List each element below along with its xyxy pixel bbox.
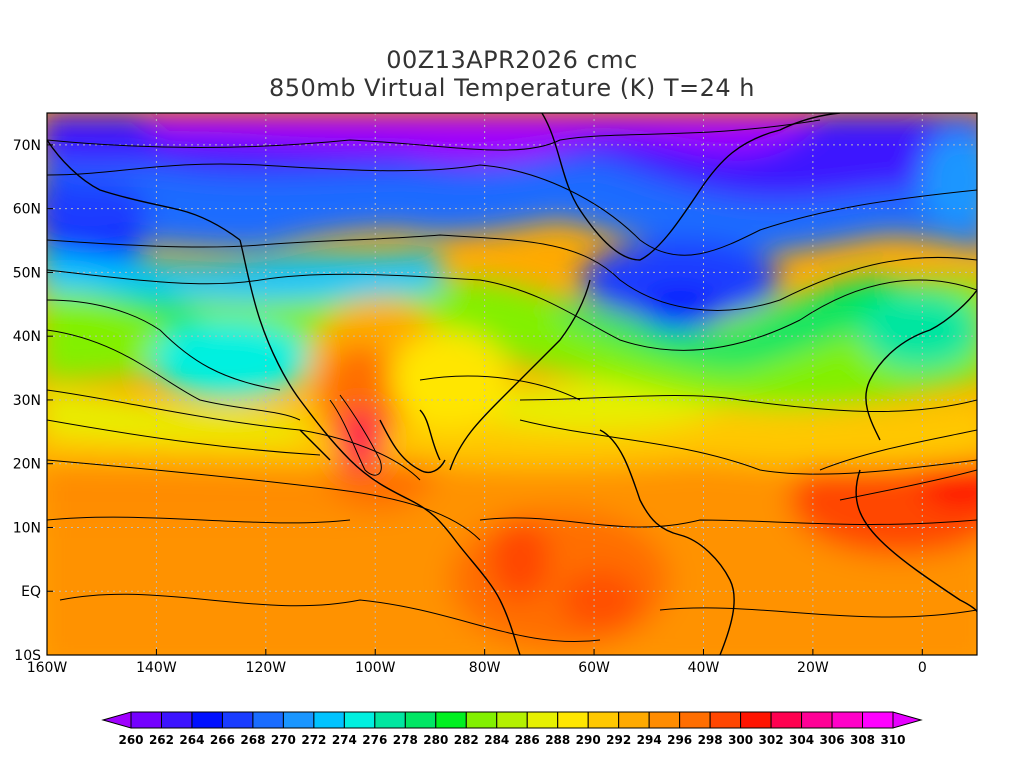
colorbar-level-label: 276 [362, 733, 387, 747]
temperature-field [47, 113, 977, 655]
colorbar-level-label: 280 [423, 733, 448, 747]
colorbar-level-label: 294 [637, 733, 662, 747]
colorbar-level-label: 264 [179, 733, 204, 747]
lon-tick-label: 60W [578, 660, 610, 676]
colorbar-level-label: 306 [820, 733, 845, 747]
colorbar-level-label: 262 [149, 733, 174, 747]
lon-tick-label: 100W [355, 660, 396, 676]
colorbar-level-label: 308 [850, 733, 875, 747]
colorbar-level-label: 270 [271, 733, 296, 747]
map-title-product: 850mb Virtual Temperature (K) T=24 h [269, 74, 755, 102]
colorbar-swatch [252, 711, 284, 729]
colorbar-level-label: 300 [728, 733, 753, 747]
colorbar-swatch [160, 711, 193, 729]
colorbar-swatch [740, 711, 772, 729]
graticule [47, 113, 977, 655]
map-frame [46, 112, 978, 656]
colorbar-level-label: 304 [789, 733, 814, 747]
colorbar-level-label: 274 [332, 733, 357, 747]
map-title-run: 00Z13APR2026 cmc [386, 46, 638, 74]
colorbar-level-label: 282 [454, 733, 479, 747]
colorbar-swatch [862, 711, 894, 729]
lon-tick-label: 140W [136, 660, 177, 676]
colorbar-level-label: 290 [576, 733, 601, 747]
lon-tick-label: 40W [688, 660, 720, 676]
colorbar-swatch [709, 711, 742, 729]
colorbar-level-label: 268 [240, 733, 265, 747]
colorbar-swatch [557, 711, 589, 729]
colorbar-swatch [770, 711, 803, 729]
colorbar-level-label: 286 [515, 733, 540, 747]
colorbar-level-label: 260 [118, 733, 143, 747]
colorbar: 260 262 264 266 268 270 272 274 276 278 280 282 284 2… [101, 711, 923, 747]
colorbar-swatch [404, 711, 437, 729]
lon-tick-label: 20W [797, 660, 829, 676]
longitude-axis: 160W 140W 120W 100W 80W 60W 40W 20W 0 [27, 649, 927, 676]
colorbar-swatch [221, 711, 254, 729]
colorbar-swatch [343, 711, 376, 729]
colorbar-level-label: 288 [545, 733, 570, 747]
latitude-axis: 70N 60N 50N 40N 30N 20N 10N EQ 10S [13, 138, 53, 664]
colorbar-swatch [496, 711, 528, 729]
colorbar-swatch [191, 711, 223, 729]
lat-tick-label: 20N [13, 457, 41, 473]
contour-lines [47, 119, 977, 643]
colorbar-max-arrow [892, 711, 923, 729]
lat-tick-label: 50N [13, 265, 41, 281]
lat-tick-label: 30N [13, 393, 41, 409]
colorbar-swatch [313, 711, 345, 729]
coastlines [47, 113, 977, 655]
colorbar-level-label: 298 [698, 733, 723, 747]
colorbar-swatch [435, 711, 467, 729]
lat-tick-label: 40N [13, 329, 41, 345]
colorbar-swatch [648, 711, 681, 729]
colorbar-swatch [587, 711, 620, 729]
colorbar-swatch [374, 711, 406, 729]
lat-tick-label: 10N [13, 520, 41, 536]
colorbar-swatch [831, 711, 864, 729]
colorbar-swatch [801, 711, 833, 729]
colorbar-level-label: 272 [301, 733, 326, 747]
colorbar-swatch [618, 711, 650, 729]
lon-tick-label: 160W [27, 660, 68, 676]
colorbar-swatch [526, 711, 559, 729]
colorbar-level-label: 278 [393, 733, 418, 747]
colorbar-swatch [130, 711, 162, 729]
lat-tick-label: 10S [14, 648, 41, 664]
lon-tick-label: 80W [469, 660, 501, 676]
lat-tick-label: 70N [13, 138, 41, 154]
colorbar-swatch [679, 711, 711, 729]
lat-tick-label: 60N [13, 202, 41, 218]
colorbar-level-label: 292 [606, 733, 631, 747]
lat-tick-label: EQ [21, 584, 41, 600]
lon-tick-label: 120W [246, 660, 287, 676]
lon-tick-label: 0 [918, 660, 927, 676]
colorbar-level-label: 296 [667, 733, 692, 747]
colorbar-min-arrow [101, 711, 132, 729]
colorbar-level-label: 302 [759, 733, 784, 747]
colorbar-level-label: 284 [484, 733, 509, 747]
colorbar-level-label: 310 [880, 733, 905, 747]
colorbar-level-label: 266 [210, 733, 235, 747]
colorbar-swatch [465, 711, 498, 729]
colorbar-swatch [282, 711, 315, 729]
